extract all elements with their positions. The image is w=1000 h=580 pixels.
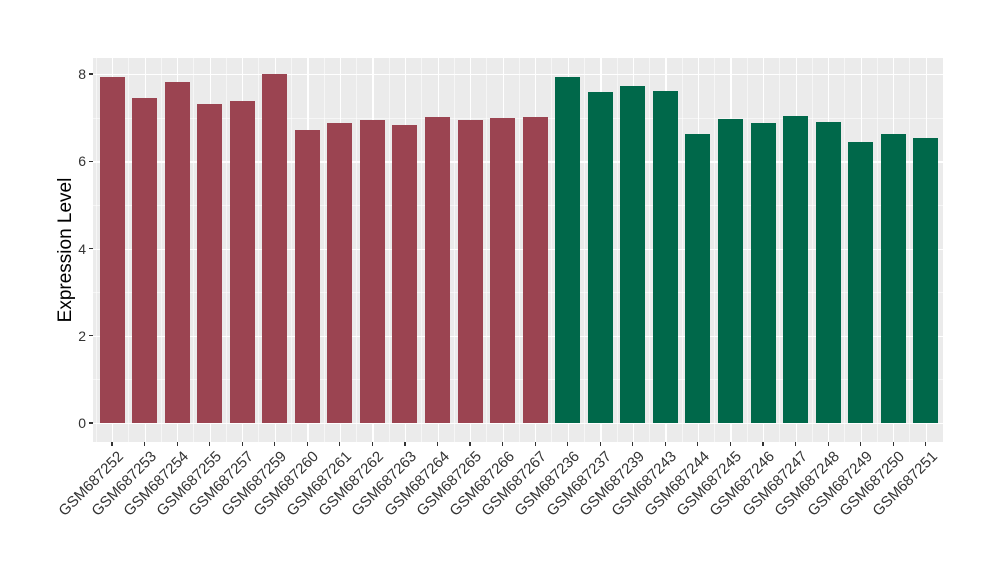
x-axis-tick — [143, 442, 146, 446]
y-tick-label: 2 — [78, 327, 86, 344]
y-tick-label: 0 — [78, 415, 86, 431]
x-axis-tick — [209, 442, 211, 446]
gridline-minor-vertical — [518, 58, 520, 442]
bar-GSM687259 — [262, 74, 288, 423]
gridline-minor-vertical — [551, 58, 553, 442]
bar-GSM687267 — [522, 117, 548, 423]
bar-GSM687263 — [392, 125, 418, 423]
x-axis-tick — [860, 442, 862, 446]
y-tick-label: 4 — [78, 240, 86, 257]
gridline-minor-vertical — [421, 58, 423, 442]
gridline-minor-vertical — [258, 58, 260, 442]
x-axis-tick — [794, 442, 797, 446]
y-tick-label: 6 — [78, 153, 86, 170]
gridline-minor-vertical — [746, 58, 748, 442]
bar-GSM687248 — [815, 121, 841, 423]
gridline-minor-vertical — [876, 58, 878, 442]
x-axis-tick — [241, 442, 243, 446]
gridline-minor-horizontal — [93, 117, 943, 119]
x-axis-tick — [436, 442, 439, 446]
gridline-minor-vertical — [128, 58, 130, 442]
x-axis-tick — [534, 442, 536, 446]
bar-GSM687260 — [294, 130, 320, 423]
bar-GSM687265 — [457, 119, 483, 423]
x-axis-tick — [176, 442, 178, 446]
gridline-minor-horizontal — [93, 204, 943, 206]
x-axis-tick — [697, 442, 699, 446]
bar-GSM687254 — [164, 82, 190, 423]
gridline-major-horizontal — [93, 161, 943, 163]
y-axis-tick — [89, 73, 93, 75]
x-axis-tick — [664, 442, 666, 446]
x-axis-tick — [469, 442, 471, 446]
x-axis-tick — [502, 442, 504, 446]
x-axis-tick — [567, 442, 569, 446]
gridline-minor-vertical — [811, 58, 813, 442]
y-axis-tick — [89, 335, 93, 337]
gridline-minor-vertical — [356, 58, 357, 442]
gridline-minor-vertical — [323, 58, 325, 442]
y-tick-label: 8 — [78, 66, 86, 82]
bar-GSM687247 — [783, 116, 809, 423]
bar-GSM687266 — [490, 117, 516, 423]
x-axis-tick — [274, 442, 276, 446]
gridline-minor-vertical — [681, 58, 683, 442]
bar-GSM687250 — [880, 133, 906, 423]
bar-GSM687251 — [913, 137, 939, 423]
y-axis-tick — [89, 247, 93, 250]
gridline-minor-vertical — [95, 58, 97, 442]
bar-GSM687257 — [229, 101, 255, 423]
bar-GSM687264 — [425, 117, 450, 423]
x-axis-tick — [371, 442, 373, 446]
bar-GSM687237 — [587, 92, 613, 423]
gridline-minor-vertical — [291, 58, 292, 442]
bar-GSM687253 — [132, 97, 158, 423]
bar-GSM687261 — [327, 122, 353, 423]
bar-GSM687236 — [555, 77, 581, 423]
gridline-minor-vertical — [486, 58, 488, 442]
x-axis-tick — [306, 442, 308, 446]
gridline-major-horizontal — [93, 335, 943, 338]
gridline-minor-horizontal — [93, 379, 943, 381]
x-axis-tick — [111, 442, 113, 446]
gridline-minor-vertical — [779, 58, 781, 442]
gridline-minor-vertical — [714, 58, 715, 442]
plot-panel — [93, 58, 943, 442]
gridline-minor-vertical — [453, 58, 455, 442]
y-axis-tick — [89, 422, 93, 424]
x-axis-tick — [339, 442, 341, 446]
gridline-minor-vertical — [583, 58, 585, 442]
x-axis-tick — [599, 442, 601, 446]
bar-GSM687244 — [685, 134, 711, 423]
gridline-minor-vertical — [193, 58, 195, 442]
x-axis-tick — [632, 442, 634, 446]
bar-GSM687246 — [750, 122, 776, 423]
x-axis-tick — [827, 442, 829, 446]
x-axis-tick — [404, 442, 406, 446]
bar-GSM687239 — [620, 85, 646, 423]
x-axis-tick — [892, 442, 894, 446]
bar-GSM687249 — [848, 142, 874, 423]
gridline-minor-vertical — [909, 58, 911, 442]
gridline-major-horizontal — [93, 74, 943, 76]
gridline-minor-vertical — [388, 58, 390, 442]
bar-GSM687252 — [99, 76, 125, 423]
x-axis-tick — [762, 442, 764, 446]
x-axis-tick — [925, 442, 927, 446]
gridline-minor-horizontal — [93, 292, 943, 293]
bar-GSM687245 — [717, 119, 743, 423]
gridline-minor-vertical — [160, 58, 162, 442]
gridline-major-horizontal — [93, 423, 943, 425]
gridline-minor-vertical — [225, 58, 227, 442]
gridline-minor-vertical — [844, 58, 846, 442]
gridline-major-horizontal — [93, 248, 943, 250]
x-axis-tick — [729, 442, 732, 446]
gridline-minor-vertical — [649, 58, 650, 442]
bar-GSM687243 — [652, 91, 678, 423]
y-axis-tick — [89, 160, 93, 162]
gridline-minor-vertical — [616, 58, 618, 442]
bar-GSM687262 — [359, 119, 385, 423]
bar-GSM687255 — [197, 103, 223, 423]
